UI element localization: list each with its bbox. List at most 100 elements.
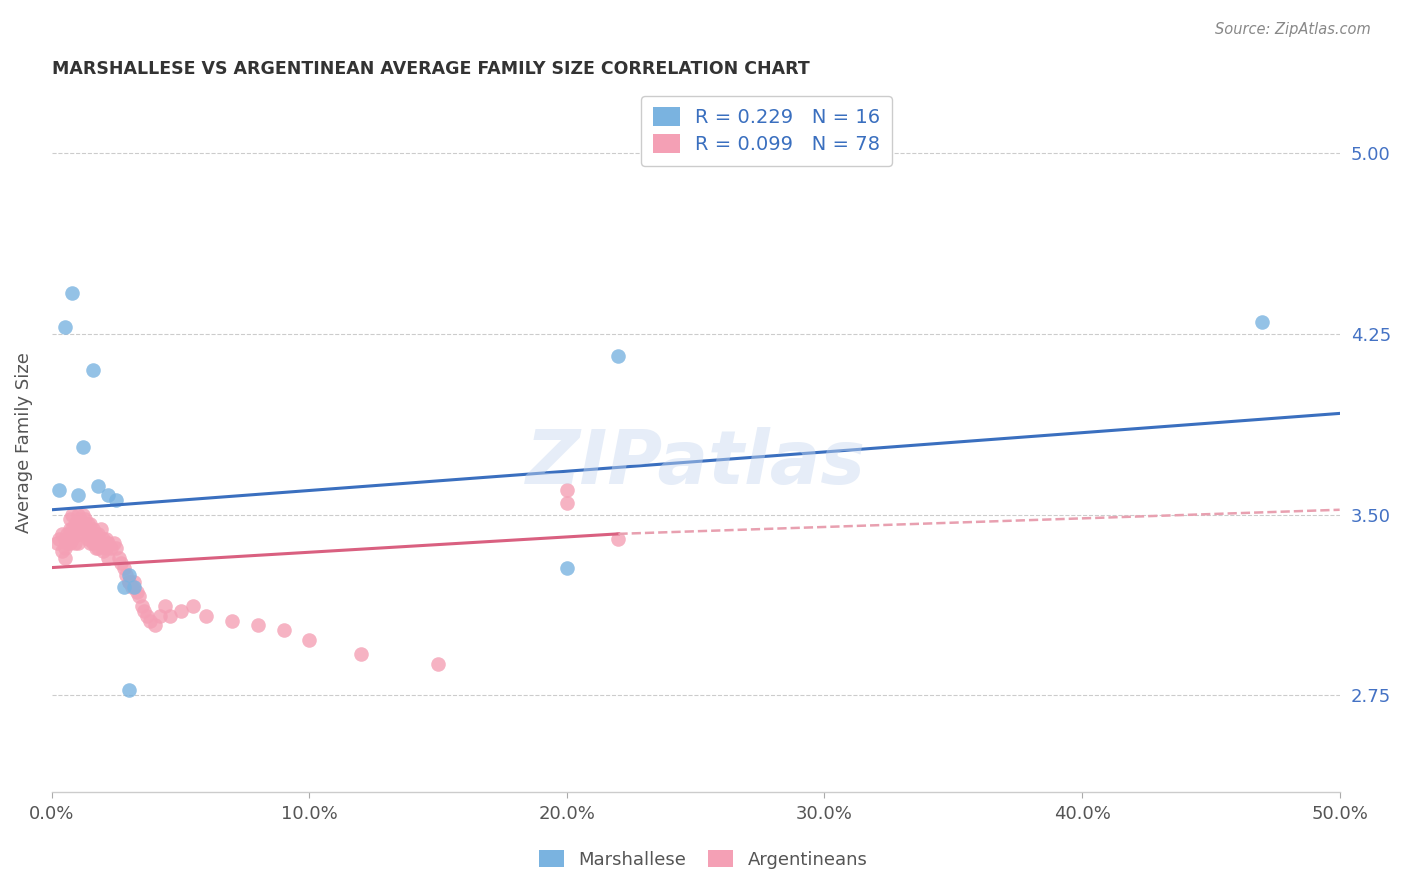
Point bbox=[82, 536, 104, 550]
Point bbox=[60, 508, 83, 522]
Point bbox=[66, 522, 89, 536]
Point bbox=[118, 567, 141, 582]
Point bbox=[59, 522, 82, 536]
Point bbox=[122, 580, 145, 594]
Point bbox=[105, 493, 128, 508]
Legend: R = 0.229   N = 16, R = 0.099   N = 78: R = 0.229 N = 16, R = 0.099 N = 78 bbox=[641, 95, 893, 166]
Point bbox=[45, 536, 67, 550]
Point bbox=[128, 590, 150, 604]
Point bbox=[59, 512, 82, 526]
Point bbox=[110, 556, 132, 570]
Point bbox=[63, 517, 86, 532]
Text: ZIPatlas: ZIPatlas bbox=[526, 426, 866, 500]
Point bbox=[246, 618, 269, 632]
Point bbox=[100, 541, 122, 556]
Point bbox=[122, 574, 145, 589]
Point bbox=[103, 536, 125, 550]
Point bbox=[59, 536, 82, 550]
Point bbox=[87, 541, 110, 556]
Point bbox=[87, 526, 110, 541]
Point bbox=[91, 543, 114, 558]
Point bbox=[87, 478, 110, 492]
Legend: Marshallese, Argentineans: Marshallese, Argentineans bbox=[531, 843, 875, 876]
Point bbox=[607, 349, 630, 363]
Point bbox=[125, 584, 148, 599]
Point bbox=[56, 526, 79, 541]
Point bbox=[107, 550, 129, 565]
Point bbox=[94, 532, 117, 546]
Point bbox=[427, 657, 450, 671]
Point bbox=[79, 526, 101, 541]
Point bbox=[298, 632, 321, 647]
Point bbox=[143, 618, 166, 632]
Point bbox=[84, 541, 107, 556]
Point bbox=[555, 483, 578, 498]
Point bbox=[82, 363, 104, 377]
Point bbox=[97, 488, 120, 502]
Point bbox=[97, 550, 120, 565]
Point bbox=[350, 648, 373, 662]
Text: MARSHALLESE VS ARGENTINEAN AVERAGE FAMILY SIZE CORRELATION CHART: MARSHALLESE VS ARGENTINEAN AVERAGE FAMIL… bbox=[52, 60, 810, 78]
Point bbox=[72, 522, 94, 536]
Point bbox=[97, 536, 120, 550]
Point bbox=[169, 604, 191, 618]
Point bbox=[607, 532, 630, 546]
Point bbox=[94, 541, 117, 556]
Point bbox=[75, 512, 97, 526]
Point bbox=[63, 536, 86, 550]
Point bbox=[53, 319, 76, 334]
Point bbox=[79, 536, 101, 550]
Text: Source: ZipAtlas.com: Source: ZipAtlas.com bbox=[1215, 22, 1371, 37]
Point bbox=[183, 599, 205, 614]
Point bbox=[53, 541, 76, 556]
Point bbox=[60, 532, 83, 546]
Point bbox=[115, 567, 138, 582]
Point bbox=[149, 608, 172, 623]
Point bbox=[121, 580, 143, 594]
Point bbox=[118, 574, 141, 589]
Point bbox=[118, 574, 141, 589]
Point bbox=[90, 522, 112, 536]
Point bbox=[136, 608, 159, 623]
Point bbox=[69, 512, 91, 526]
Point bbox=[118, 683, 141, 698]
Point bbox=[131, 599, 153, 614]
Point bbox=[56, 536, 79, 550]
Point bbox=[221, 614, 243, 628]
Point bbox=[72, 440, 94, 454]
Point bbox=[69, 526, 91, 541]
Point bbox=[112, 580, 135, 594]
Point bbox=[134, 604, 156, 618]
Point bbox=[112, 560, 135, 574]
Point bbox=[153, 599, 176, 614]
Point bbox=[105, 541, 128, 556]
Point bbox=[60, 285, 83, 300]
Point bbox=[82, 522, 104, 536]
Point bbox=[75, 526, 97, 541]
Point bbox=[60, 522, 83, 536]
Point bbox=[273, 624, 295, 638]
Point bbox=[48, 532, 70, 546]
Point bbox=[195, 608, 218, 623]
Point bbox=[555, 495, 578, 509]
Point bbox=[76, 532, 98, 546]
Point bbox=[76, 517, 98, 532]
Y-axis label: Average Family Size: Average Family Size bbox=[15, 351, 32, 533]
Point bbox=[72, 508, 94, 522]
Point bbox=[66, 488, 89, 502]
Point bbox=[66, 536, 89, 550]
Point bbox=[555, 560, 578, 574]
Point bbox=[48, 483, 70, 498]
Point bbox=[53, 532, 76, 546]
Point bbox=[91, 532, 114, 546]
Point bbox=[51, 526, 73, 541]
Point bbox=[53, 550, 76, 565]
Point bbox=[84, 526, 107, 541]
Point bbox=[138, 614, 160, 628]
Point bbox=[66, 508, 89, 522]
Point bbox=[159, 608, 181, 623]
Point bbox=[90, 536, 112, 550]
Point bbox=[1251, 315, 1274, 329]
Point bbox=[51, 543, 73, 558]
Point bbox=[79, 517, 101, 532]
